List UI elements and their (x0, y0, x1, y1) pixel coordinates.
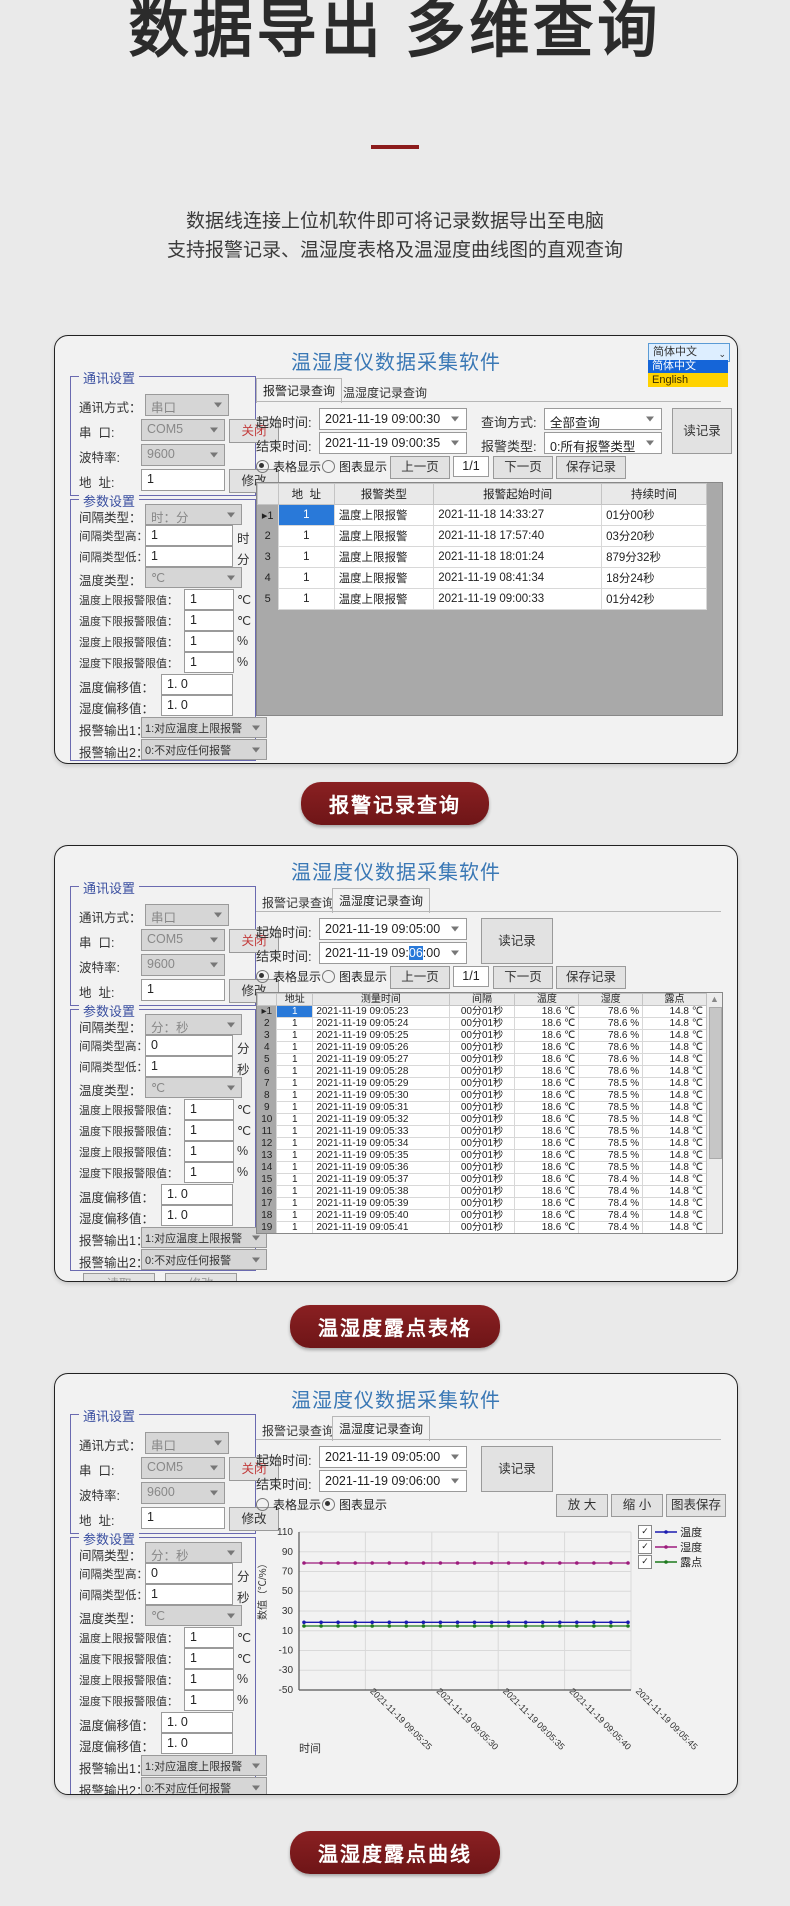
svg-text:30: 30 (282, 1606, 294, 1617)
svg-text:2021-11-19 09:05:45: 2021-11-19 09:05:45 (634, 1686, 700, 1752)
svg-text:50: 50 (282, 1586, 294, 1597)
svg-text:70: 70 (282, 1567, 294, 1578)
svg-text:时间: 时间 (299, 1742, 321, 1755)
svg-text:2021-11-19 09:05:35: 2021-11-19 09:05:35 (501, 1686, 567, 1752)
svg-text:-50: -50 (279, 1685, 294, 1696)
svg-text:110: 110 (277, 1527, 293, 1538)
svg-text:-10: -10 (279, 1646, 294, 1657)
svg-text:数值（℃/%）: 数值（℃/%） (256, 1558, 269, 1620)
svg-text:2021-11-19 09:05:30: 2021-11-19 09:05:30 (435, 1686, 501, 1752)
svg-text:10: 10 (282, 1626, 294, 1637)
svg-text:2021-11-19 09:05:25: 2021-11-19 09:05:25 (368, 1686, 434, 1752)
svg-text:90: 90 (282, 1547, 294, 1558)
svg-text:-30: -30 (279, 1665, 294, 1676)
svg-text:2021-11-19 09:05:40: 2021-11-19 09:05:40 (567, 1686, 633, 1752)
